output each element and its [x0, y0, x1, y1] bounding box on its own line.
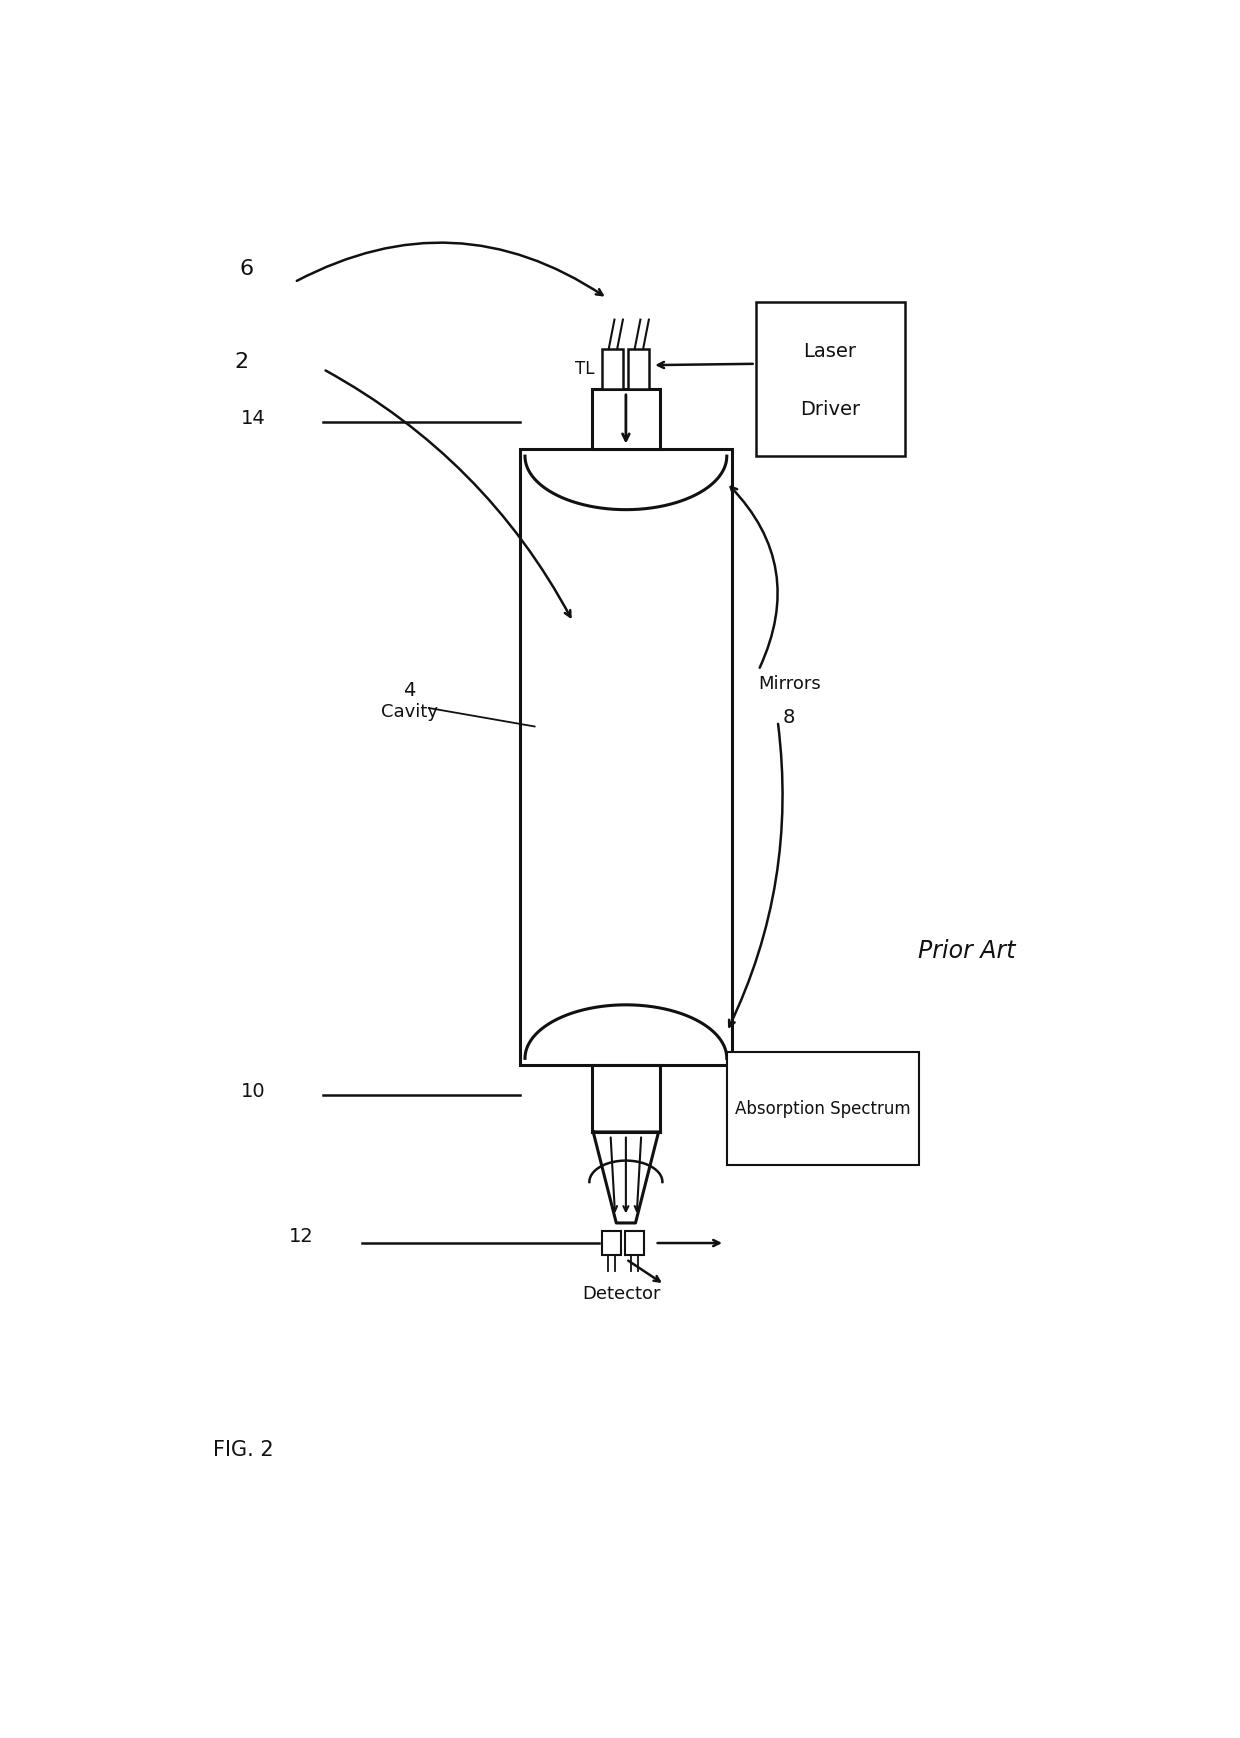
Bar [593, 1065, 660, 1131]
Text: 2: 2 [234, 353, 248, 372]
Text: Cavity: Cavity [381, 702, 438, 721]
Text: 12: 12 [289, 1227, 314, 1246]
Bar [629, 349, 650, 389]
Text: 10: 10 [241, 1081, 265, 1100]
Bar [603, 349, 624, 389]
Text: Prior Art: Prior Art [919, 939, 1016, 963]
Text: Absorption Spectrum: Absorption Spectrum [735, 1100, 910, 1118]
Text: FIG. 2: FIG. 2 [213, 1439, 273, 1460]
Bar [755, 302, 905, 455]
Text: Laser: Laser [804, 342, 857, 362]
Bar [625, 1231, 644, 1255]
Bar [601, 1231, 621, 1255]
Text: 4: 4 [403, 681, 415, 700]
Bar [521, 450, 732, 1065]
Text: TL: TL [575, 360, 595, 379]
Bar [727, 1051, 919, 1166]
Bar [593, 389, 660, 450]
Text: 6: 6 [239, 259, 253, 278]
Text: Driver: Driver [800, 400, 861, 419]
Text: 8: 8 [782, 707, 795, 726]
Text: Detector: Detector [582, 1284, 661, 1302]
Text: 14: 14 [241, 408, 265, 428]
Text: Mirrors: Mirrors [759, 674, 821, 693]
